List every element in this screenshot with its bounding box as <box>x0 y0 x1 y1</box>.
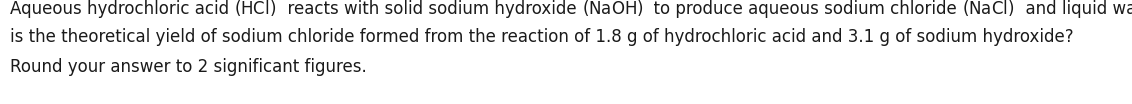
Text: $\left(\mathrm{NaOH}\right)$: $\left(\mathrm{NaOH}\right)$ <box>582 0 643 18</box>
Text: $\left(\mathrm{NaCl}\right)$: $\left(\mathrm{NaCl}\right)$ <box>962 0 1014 18</box>
Text: and liquid water: and liquid water <box>1014 0 1132 18</box>
Text: $\left(\mathrm{HCl}\right)$: $\left(\mathrm{HCl}\right)$ <box>234 0 276 18</box>
Text: reacts with solid sodium hydroxide: reacts with solid sodium hydroxide <box>276 0 582 18</box>
Text: Round your answer to 2 significant figures.: Round your answer to 2 significant figur… <box>10 58 367 76</box>
Text: is the theoretical yield of sodium chloride formed from the reaction of 1.8 g of: is the theoretical yield of sodium chlor… <box>10 28 1073 46</box>
Text: Aqueous hydrochloric acid: Aqueous hydrochloric acid <box>10 0 234 18</box>
Text: to produce aqueous sodium chloride: to produce aqueous sodium chloride <box>643 0 962 18</box>
